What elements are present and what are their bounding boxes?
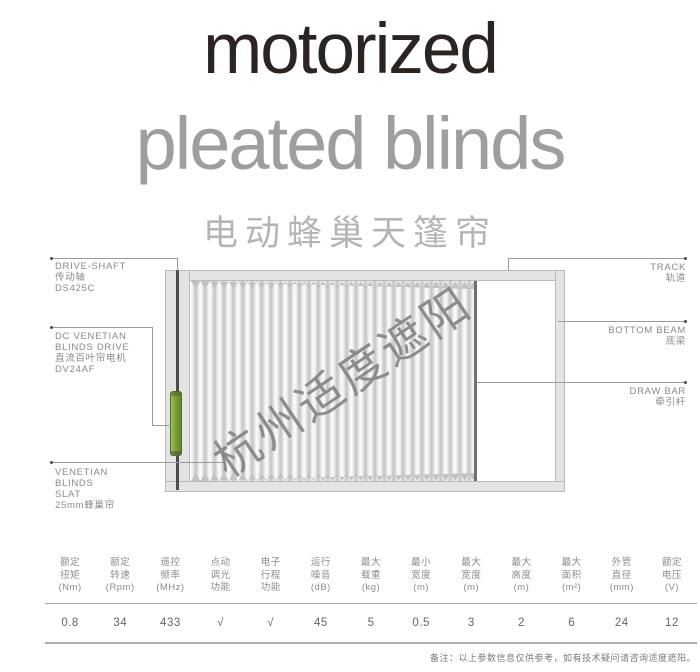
spec-header-remote-freq: 遥控 频率 (MHz) — [156, 557, 185, 593]
callout-line-bottom-beam — [558, 321, 686, 322]
label-drive-shaft: DRIVE-SHAFT 传动轴 DS425C — [55, 261, 127, 294]
spec-header-max-area: 最大 面积 (m²) — [561, 557, 582, 593]
motor — [170, 391, 182, 456]
spec-table-header-row: 额定 扭矩 (Nm) 额定 转速 (Rpm) 遥控 频率 (MHz) 点动 调光… — [45, 557, 697, 603]
callout-line-drive-shaft — [52, 258, 177, 259]
spec-table-value-row: 0.8 34 433 √ √ 45 5 0.5 3 2 6 24 12 — [45, 604, 697, 642]
spec-header-max-height: 最大 高度 (m) — [511, 557, 532, 593]
spec-header-elec-limit: 电子 行程 功能 — [260, 557, 281, 593]
spec-value-remote-freq: 433 — [160, 617, 181, 629]
draw-bar-line — [474, 281, 477, 481]
bottom-track-rail — [165, 481, 565, 492]
spec-value-max-width: 3 — [467, 617, 475, 629]
spec-value-min-width: 0.5 — [412, 617, 430, 629]
spec-header-noise: 运行 噪音 (dB) — [310, 557, 331, 593]
spec-header-rated-voltage: 额定 电压 (V) — [661, 557, 682, 593]
page-title-english-line2: pleated blinds — [135, 102, 567, 185]
spec-header-tube-diameter: 外管 直径 (mm) — [609, 557, 634, 593]
top-track-rail — [189, 270, 565, 281]
spec-header-max-load: 最大 载重 (kg) — [361, 557, 382, 593]
drive-shaft-line — [176, 270, 179, 490]
spec-table-top-rule — [45, 603, 697, 604]
spec-value-jog-dimming: √ — [217, 617, 224, 629]
callout-line-dc-drive-2 — [152, 327, 153, 426]
spec-header-rated-speed: 额定 转速 (Rpm) — [105, 557, 135, 593]
callout-line-track-v — [508, 258, 509, 271]
footer-note: 备注：以上参数信息仅供参考，如有技术疑问请咨询适度遮阳。 — [429, 653, 696, 663]
label-dc-venetian-blinds-drive: DC VENETIAN BLINDS DRIVE 直流百叶帘电机 DV24AF — [55, 331, 130, 375]
spec-header-jog-dimming: 点动 调光 功能 — [210, 557, 231, 593]
callout-line-dc-drive-1 — [52, 327, 152, 328]
callout-line-slat — [52, 462, 224, 463]
spec-value-rated-speed: 34 — [113, 617, 128, 629]
page-subtitle-chinese: 电动蜂巢天篷帘 — [202, 214, 497, 253]
spec-value-rated-voltage: 12 — [665, 617, 679, 629]
spec-value-rated-torque: 0.8 — [61, 617, 79, 629]
callout-line-dc-drive-3 — [152, 425, 171, 426]
spec-value-max-height: 2 — [518, 617, 525, 629]
callout-dot-bottom-beam — [684, 319, 687, 323]
spec-value-noise: 45 — [313, 617, 328, 629]
callout-dot-dc-drive — [50, 325, 53, 329]
pleated-fabric — [191, 281, 474, 481]
bottom-beam-rail — [555, 270, 565, 492]
spec-value-elec-limit: √ — [267, 617, 275, 629]
spec-table-bottom-rule — [45, 642, 697, 644]
spec-table: 额定 扭矩 (Nm) 额定 转速 (Rpm) 遥控 频率 (MHz) 点动 调光… — [45, 557, 697, 644]
spec-header-rated-torque: 额定 扭矩 (Nm) — [58, 557, 82, 593]
callout-line-track — [508, 258, 686, 259]
label-bottom-beam: BOTTOM BEAM 底梁 — [608, 325, 686, 347]
callout-dot-draw-bar — [684, 380, 687, 384]
label-track: TRACK 轨道 — [650, 262, 686, 284]
callout-dot-drive-shaft — [50, 256, 53, 260]
spec-value-tube-diameter: 24 — [614, 617, 629, 629]
page-title-english-line1: motorized — [203, 10, 499, 89]
label-draw-bar: DRAW BAR 牵引杆 — [629, 386, 686, 408]
callout-dot-slat — [50, 460, 53, 464]
spec-value-max-load: 5 — [367, 617, 375, 629]
spec-value-max-area: 6 — [568, 617, 576, 629]
spec-header-max-width: 最大 宽度 (m) — [461, 557, 482, 593]
callout-dot-track — [684, 256, 687, 260]
callout-line-drive-shaft-v — [177, 258, 178, 271]
spec-header-min-width: 最小 宽度 (m) — [411, 557, 432, 593]
callout-line-draw-bar — [477, 382, 686, 383]
label-venetian-blinds-slat: VENETIAN BLINDS SLAT 25mm蜂巢帘 — [55, 467, 115, 511]
